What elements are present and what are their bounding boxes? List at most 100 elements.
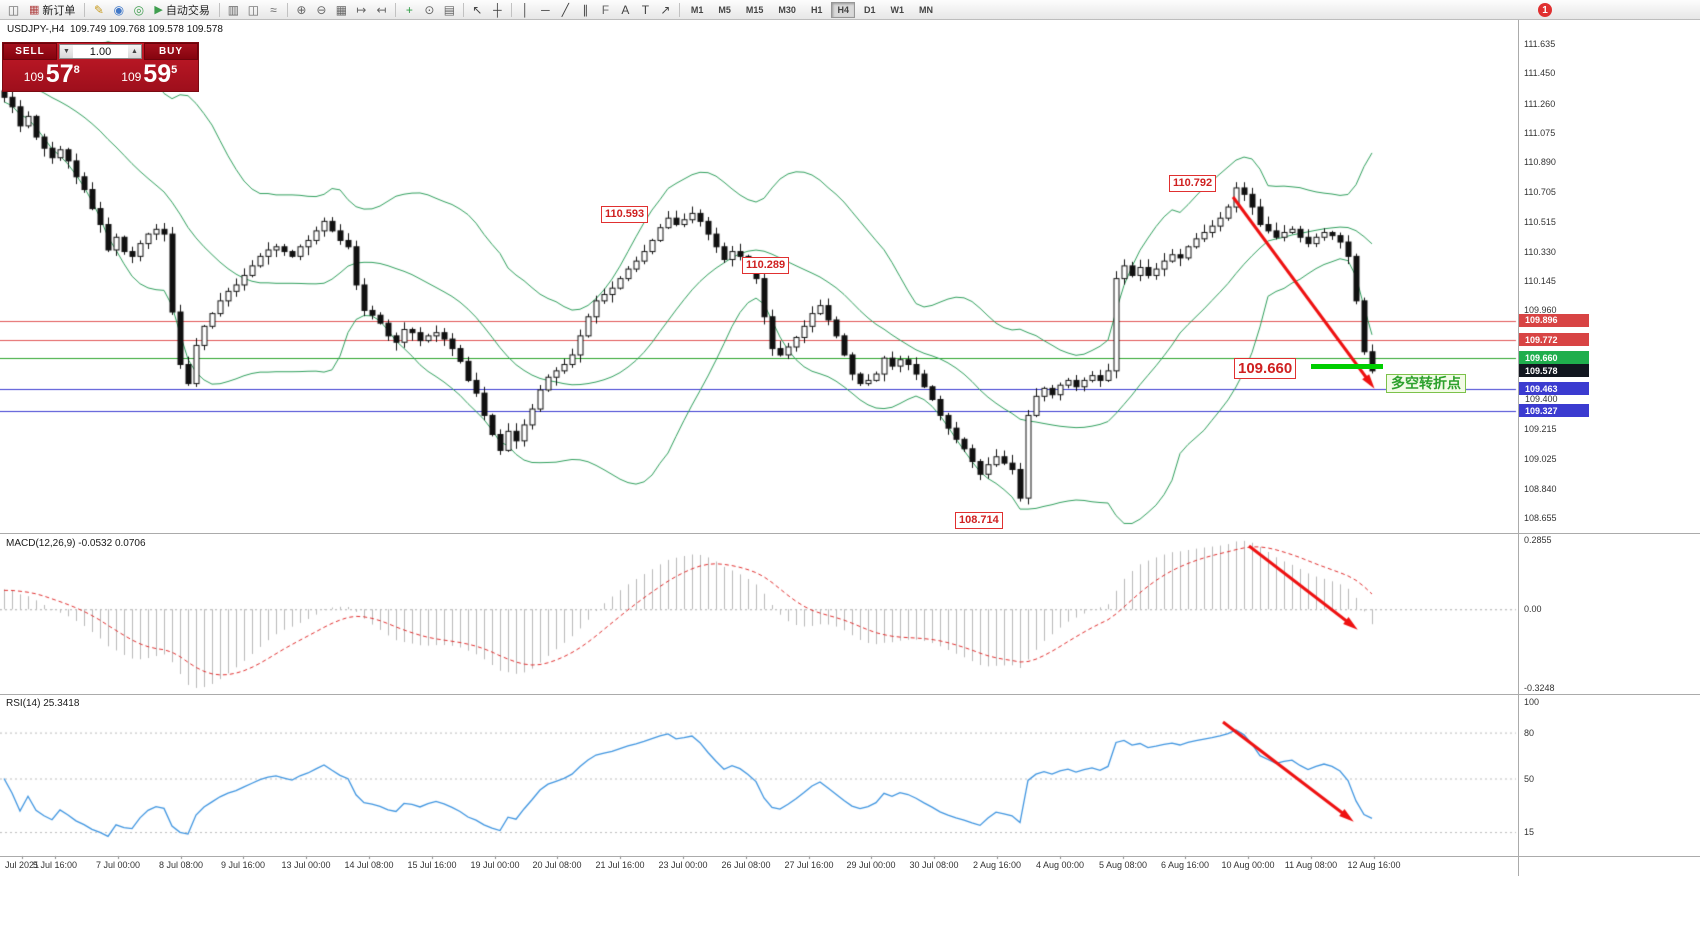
price-annotation-110.593[interactable]: 110.593 xyxy=(601,206,649,223)
sell-price[interactable]: 109 57 8 xyxy=(3,60,101,91)
crosshair-icon[interactable]: ┼ xyxy=(488,1,507,18)
tile-windows-icon: ▦ xyxy=(335,2,348,17)
channel-icon[interactable]: ∥ xyxy=(576,1,595,18)
time-axis-label: 11 Aug 08:00 xyxy=(1284,860,1338,870)
market-watch-icon[interactable]: ◉ xyxy=(109,1,128,18)
buy-price[interactable]: 109 59 5 xyxy=(101,60,199,91)
arrow-object-icon[interactable]: ↗ xyxy=(656,1,675,18)
toolbar-separator xyxy=(84,2,86,17)
timeframe-d1[interactable]: D1 xyxy=(863,4,876,15)
new-order-button-label: 新订单 xyxy=(42,4,76,17)
timeframe-mn[interactable]: MN xyxy=(918,4,933,15)
metaeditor-icon: ✎ xyxy=(93,2,104,17)
timeframe-h1[interactable]: H1 xyxy=(810,4,823,15)
lot-size-value[interactable]: 1.00 xyxy=(89,45,112,58)
horizontal-line-icon[interactable]: ─ xyxy=(536,1,555,18)
price-axis-label: 110.705 xyxy=(1524,186,1556,197)
time-axis-label: 30 Jul 08:00 xyxy=(909,860,959,870)
zoom-out-icon: ⊖ xyxy=(316,2,327,17)
new-order-button[interactable]: ▦ 新订单 xyxy=(24,1,80,18)
bar-chart-icon: ▥ xyxy=(227,2,240,17)
timeframe-w1[interactable]: W1 xyxy=(890,4,904,15)
price-annotation-110.289[interactable]: 110.289 xyxy=(742,257,790,274)
fibonacci-icon: F xyxy=(601,2,610,17)
time-axis-label: 4 Aug 00:00 xyxy=(1035,860,1085,870)
timeframe-m1[interactable]: M1 xyxy=(690,4,704,15)
trendline-icon[interactable]: ╱ xyxy=(556,1,575,18)
price-axis-label: 110.330 xyxy=(1524,246,1556,257)
crosshair-icon: ┼ xyxy=(493,2,502,17)
zoom-in-icon: ⊕ xyxy=(296,2,307,17)
symbol-ohlc-readout: USDJPY-,H4 109.749 109.768 109.578 109.5… xyxy=(7,24,223,35)
price-tag-109.400: 109.400 xyxy=(1525,393,1558,404)
indicators-icon: + xyxy=(405,2,413,17)
time-axis-label: Jul 2021 xyxy=(4,860,40,870)
buy-price-sup: 5 xyxy=(171,64,178,76)
fibonacci-icon[interactable]: F xyxy=(596,1,615,18)
notification-badge[interactable]: 1 xyxy=(1538,3,1552,17)
periods-icon[interactable]: ⊙ xyxy=(420,1,439,18)
tile-windows-icon[interactable]: ▦ xyxy=(332,1,351,18)
price-tag-109.772: 109.772 xyxy=(1519,333,1589,347)
time-axis-label: 2 Aug 16:00 xyxy=(972,860,1022,870)
price-tag-109.896: 109.896 xyxy=(1519,313,1589,327)
zoom-in-icon[interactable]: ⊕ xyxy=(292,1,311,18)
price-tag-109.463: 109.463 xyxy=(1519,382,1589,396)
sell-price-prefix: 109 xyxy=(23,70,44,84)
panel-separator[interactable] xyxy=(0,694,1700,695)
price-annotation-108.714[interactable]: 108.714 xyxy=(955,512,1003,529)
market-watch-icon: ◉ xyxy=(113,2,125,17)
price-axis-label: 111.260 xyxy=(1524,98,1556,109)
zoom-out-icon[interactable]: ⊖ xyxy=(312,1,331,18)
timeframe-m30[interactable]: M30 xyxy=(778,4,796,15)
vertical-line-icon[interactable]: │ xyxy=(516,1,535,18)
label-icon: T xyxy=(641,2,650,17)
candlestick-chart-icon[interactable]: ◫ xyxy=(244,1,263,18)
auto-scroll-icon[interactable]: ↦ xyxy=(352,1,371,18)
chart-shift-icon[interactable]: ↤ xyxy=(372,1,391,18)
highlight-segment[interactable] xyxy=(1311,364,1383,369)
price-annotation-109.660[interactable]: 109.660 xyxy=(1234,358,1297,379)
macd-indicator-label: MACD(12,26,9) -0.0532 0.0706 xyxy=(6,538,146,549)
strategy-tester-icon[interactable]: ◎ xyxy=(129,1,148,18)
metaeditor-icon[interactable]: ✎ xyxy=(89,1,108,18)
candlestick-chart-icon: ◫ xyxy=(247,2,260,17)
text-icon[interactable]: A xyxy=(616,1,635,18)
buy-price-big: 59 xyxy=(143,60,172,88)
bar-chart-icon[interactable]: ▥ xyxy=(224,1,243,18)
time-axis-label: 12 Aug 16:00 xyxy=(1347,860,1401,870)
rsi-axis-label: 50 xyxy=(1524,773,1535,784)
lot-increase-button[interactable]: ▲ xyxy=(128,45,141,58)
toolbar-separator xyxy=(286,2,288,17)
time-axis-label: 29 Jul 00:00 xyxy=(846,860,896,870)
buy-button[interactable]: BUY xyxy=(144,43,198,60)
rsi-axis-label: 80 xyxy=(1524,727,1535,738)
line-chart-icon[interactable]: ≈ xyxy=(264,1,283,18)
price-axis-label: 111.635 xyxy=(1524,39,1556,49)
timeframe-h4[interactable]: H4 xyxy=(831,1,855,18)
auto-trading-button[interactable]: ▶ 自动交易 xyxy=(149,1,214,18)
arrow-object-icon: ↗ xyxy=(660,2,671,17)
lot-decrease-button[interactable]: ▼ xyxy=(60,45,73,58)
indicators-icon[interactable]: + xyxy=(400,1,419,18)
time-axis-label: 13 Jul 00:00 xyxy=(281,860,331,870)
toolbar-separator xyxy=(678,2,680,17)
panel-separator[interactable] xyxy=(0,533,1700,534)
new-order-icon: ▦ xyxy=(29,4,40,16)
timeframe-m5[interactable]: M5 xyxy=(718,4,731,15)
auto-trading-icon: ▶ xyxy=(154,4,163,16)
templates-icon[interactable]: ▤ xyxy=(440,1,459,18)
chart-window-icon[interactable]: ◫ xyxy=(4,1,23,18)
label-icon[interactable]: T xyxy=(636,1,655,18)
horizontal-line-icon: ─ xyxy=(541,2,550,17)
price-annotation-110.792[interactable]: 110.792 xyxy=(1169,175,1217,192)
lot-size-field[interactable]: ▼ 1.00 ▲ xyxy=(59,44,142,59)
price-axis-label: 109.215 xyxy=(1524,423,1557,434)
cursor-icon[interactable]: ↖ xyxy=(468,1,487,18)
timeframe-m15[interactable]: M15 xyxy=(745,4,764,15)
turning-point-note[interactable]: 多空转折点 xyxy=(1386,374,1466,393)
time-axis-label: 15 Jul 16:00 xyxy=(407,860,457,870)
sell-button[interactable]: SELL xyxy=(3,43,57,60)
price-axis-label: 109.025 xyxy=(1524,454,1557,465)
